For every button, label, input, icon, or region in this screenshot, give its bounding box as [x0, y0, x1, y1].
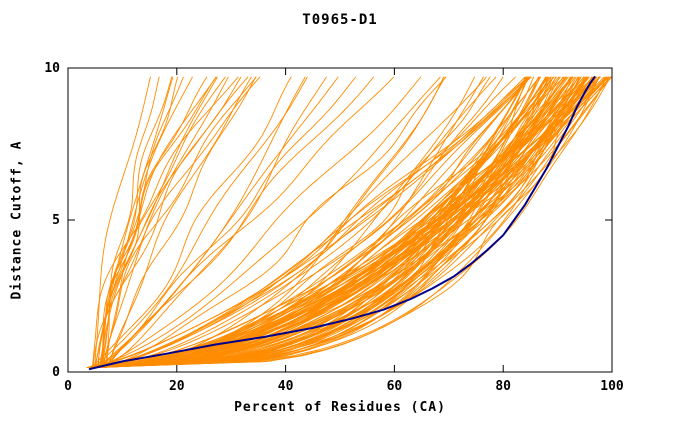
model-curve-high-accuracy-models: [87, 76, 555, 368]
model-curve-upper-mid-models: [87, 76, 530, 368]
model-curve-high-accuracy-models: [89, 76, 577, 368]
model-curve-poor-models: [100, 76, 184, 368]
model-curve-poor-models: [102, 76, 229, 368]
model-curve-mid-models: [101, 76, 327, 368]
model-curve-poor-models: [106, 76, 257, 368]
model-curve-high-accuracy-models: [92, 76, 608, 368]
model-curve-poor-models: [106, 76, 226, 368]
model-curve-high-accuracy-models: [95, 76, 589, 368]
model-curve-upper-mid-models: [97, 76, 484, 368]
model-curve-high-accuracy-models: [97, 76, 595, 368]
model-curve-high-accuracy-models: [92, 76, 552, 368]
model-curve-mid-models: [91, 76, 306, 368]
model-curve-poor-models: [92, 76, 239, 368]
model-curve-high-accuracy-models: [89, 76, 585, 368]
model-curve-high-accuracy-models: [86, 76, 531, 368]
model-curve-upper-mid-models: [89, 76, 530, 368]
model-curve-poor-models: [108, 76, 252, 368]
model-curve-high-accuracy-models: [91, 76, 605, 368]
model-curve-high-accuracy-models: [90, 76, 582, 368]
model-curve-upper-mid-models: [91, 76, 491, 368]
chart-title: T0965-D1: [302, 12, 378, 28]
model-curve-mid-models: [105, 76, 374, 368]
model-curve-mid-models: [103, 76, 357, 368]
model-curve-high-accuracy-models: [93, 76, 541, 368]
model-curve-upper-mid-models: [91, 76, 516, 368]
x-tick-label: 20: [169, 379, 185, 394]
model-curve-upper-mid-models: [93, 76, 445, 368]
model-curve-high-accuracy-models: [93, 76, 607, 368]
model-curve-high-accuracy-models: [90, 76, 608, 368]
reference-model-curve: [88, 76, 596, 370]
model-curve-mid-models: [98, 76, 339, 368]
x-tick-label: 40: [278, 379, 294, 394]
model-curve-upper-mid-models: [90, 76, 497, 368]
model-curve-upper-mid-models: [87, 76, 441, 368]
y-tick-label: 0: [52, 365, 60, 380]
model-curve-mid-models: [98, 76, 422, 368]
model-curve-mid-models: [89, 76, 292, 368]
model-curve-high-accuracy-models: [99, 76, 541, 368]
model-curve-poor-models: [97, 76, 249, 368]
x-tick-label: 100: [600, 379, 624, 394]
model-curve-upper-mid-models: [91, 76, 475, 368]
y-tick-label: 5: [52, 213, 60, 228]
x-tick-label: 60: [387, 379, 403, 394]
model-curve-poor-models: [94, 76, 151, 368]
model-curve-upper-mid-models: [99, 76, 447, 368]
model-curve-mid-models: [91, 76, 308, 368]
x-tick-label: 80: [495, 379, 511, 394]
y-tick-label: 10: [44, 61, 60, 76]
model-curve-upper-mid-models: [97, 76, 529, 368]
model-curve-upper-mid-models: [98, 76, 532, 368]
model-curve-upper-mid-models: [96, 76, 504, 368]
model-curve-high-accuracy-models: [94, 76, 567, 368]
model-curve-poor-models: [104, 76, 173, 368]
x-tick-label: 0: [64, 379, 72, 394]
model-curve-poor-models: [92, 76, 261, 368]
model-curve-high-accuracy-models: [92, 76, 557, 368]
x-axis-label: Percent of Residues (CA): [234, 400, 446, 415]
model-curve-high-accuracy-models: [98, 76, 529, 368]
model-curve-poor-models: [99, 76, 218, 368]
model-curve-high-accuracy-models: [86, 76, 588, 368]
model-curve-poor-models: [103, 76, 257, 368]
